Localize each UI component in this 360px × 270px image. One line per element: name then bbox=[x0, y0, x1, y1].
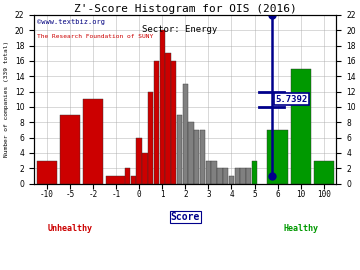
Bar bbox=[148, 92, 153, 184]
Bar bbox=[240, 168, 246, 184]
Bar bbox=[291, 69, 311, 184]
Bar bbox=[246, 168, 251, 184]
Bar bbox=[206, 161, 211, 184]
Text: Sector: Energy: Sector: Energy bbox=[142, 25, 218, 33]
Bar bbox=[60, 115, 80, 184]
Bar bbox=[165, 53, 171, 184]
Bar bbox=[83, 99, 103, 184]
Bar bbox=[223, 168, 228, 184]
Bar bbox=[136, 138, 142, 184]
Bar bbox=[183, 84, 188, 184]
Bar bbox=[217, 168, 222, 184]
Bar bbox=[125, 168, 130, 184]
Text: 5.7392: 5.7392 bbox=[275, 95, 307, 104]
Title: Z'-Score Histogram for OIS (2016): Z'-Score Histogram for OIS (2016) bbox=[74, 4, 297, 14]
Bar bbox=[194, 130, 199, 184]
Bar bbox=[267, 130, 288, 184]
Bar bbox=[171, 61, 176, 184]
Bar bbox=[235, 168, 240, 184]
Bar bbox=[314, 161, 334, 184]
Bar bbox=[211, 161, 217, 184]
Text: Healthy: Healthy bbox=[283, 224, 318, 233]
Y-axis label: Number of companies (339 total): Number of companies (339 total) bbox=[4, 41, 9, 157]
Text: Score: Score bbox=[171, 212, 200, 222]
Bar bbox=[229, 176, 234, 184]
Bar bbox=[188, 122, 194, 184]
Bar bbox=[177, 115, 182, 184]
Text: Unhealthy: Unhealthy bbox=[48, 224, 93, 233]
Text: The Research Foundation of SUNY: The Research Foundation of SUNY bbox=[37, 34, 153, 39]
Bar bbox=[106, 176, 126, 184]
Bar bbox=[154, 61, 159, 184]
Bar bbox=[200, 130, 205, 184]
Bar bbox=[252, 161, 257, 184]
Bar bbox=[37, 161, 57, 184]
Bar bbox=[159, 30, 165, 184]
Text: ©www.textbiz.org: ©www.textbiz.org bbox=[37, 19, 105, 25]
Bar bbox=[142, 153, 148, 184]
Bar bbox=[131, 176, 136, 184]
